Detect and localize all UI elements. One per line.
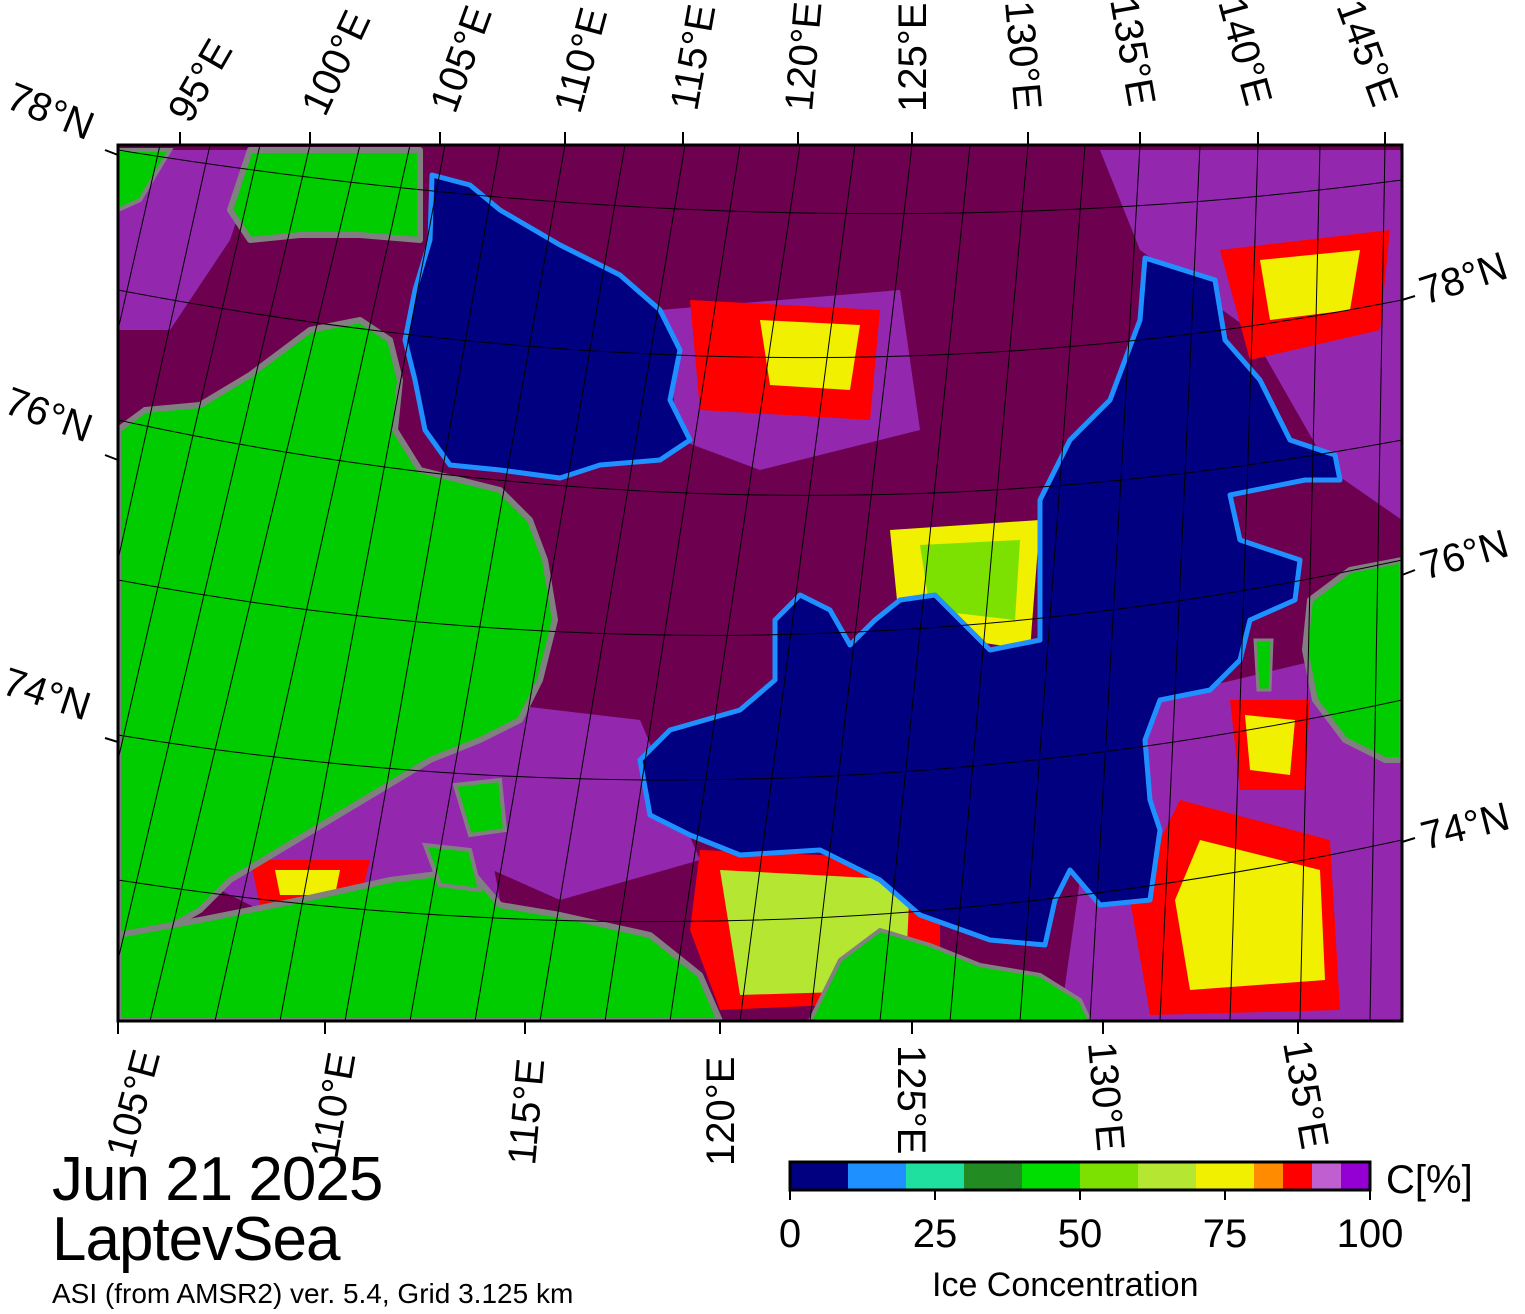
land-island-nw-small <box>118 148 174 213</box>
open-water-east <box>637 255 1343 948</box>
colorbar <box>790 1162 1370 1190</box>
land-taymyr <box>118 317 558 938</box>
left-lat-label: 74°N <box>0 660 96 729</box>
bottom-lon-label: 135°E <box>1274 1037 1336 1152</box>
right-lat-label: 78°N <box>1414 244 1513 313</box>
map-frame <box>116 143 1404 1023</box>
colorbar-bin <box>1080 1162 1138 1190</box>
top-lon-label: 95°E <box>160 32 242 129</box>
colorbar-bin <box>1022 1162 1080 1190</box>
colorbar-bin <box>1196 1162 1254 1190</box>
bottom-lon-label: 130°E <box>1079 1040 1132 1153</box>
land-mainland-south <box>118 867 723 1021</box>
colorbar-bin <box>1283 1162 1312 1190</box>
source-label: ASI (from AMSR2) ver. 5.4, Grid 3.125 km <box>52 1278 574 1309</box>
frame-ticks <box>104 132 1416 1034</box>
top-lon-label: 135°E <box>1101 0 1163 109</box>
land-new-siberian-islands <box>1302 557 1402 763</box>
left-lat-label: 78°N <box>1 75 100 149</box>
bottom-lon-label: 120°E <box>699 1057 743 1166</box>
bottom-lon-label: 125°E <box>889 1045 933 1154</box>
top-lon-label: 130°E <box>996 0 1049 112</box>
top-lon-label: 145°E <box>1328 0 1407 112</box>
colorbar-ticks <box>789 1190 1371 1200</box>
bottom-lon-label: 115°E <box>500 1057 553 1167</box>
colorbar-tick-label: 75 <box>1202 1212 1248 1256</box>
top-lon-label: 105°E <box>422 0 501 118</box>
colorbar-tick-label: 25 <box>912 1212 958 1256</box>
land-island-bay <box>452 777 508 838</box>
top-lon-label: 100°E <box>293 4 379 122</box>
meridians <box>118 145 1386 1021</box>
colorbar-bin <box>1341 1162 1370 1190</box>
top-lon-label: 110°E <box>546 3 616 117</box>
colorbar-tick-label: 50 <box>1057 1212 1103 1256</box>
colorbar-bin <box>964 1162 1022 1190</box>
colorbar-bin <box>1312 1162 1341 1190</box>
marginal-ice-zones <box>250 230 1390 1015</box>
colorbar-title: Ice Concentration <box>932 1266 1199 1304</box>
colorbar-bin <box>1138 1162 1196 1190</box>
top-lon-label: 115°E <box>663 1 725 113</box>
top-lon-labels: 95°E 100°E 105°E 110°E 115°E 120°E 125°E… <box>160 0 1407 130</box>
top-lon-label: 120°E <box>777 0 830 113</box>
left-lat-label: 76°N <box>0 379 98 451</box>
land-lena-delta <box>808 928 1092 1021</box>
graticule <box>118 149 1402 923</box>
colorbar-bin <box>1254 1162 1283 1190</box>
land-island-nw <box>227 147 423 243</box>
colorbar-unit: C[%] <box>1386 1158 1473 1202</box>
land-small-island-east <box>1253 638 1274 692</box>
top-lon-label: 125°E <box>891 3 935 112</box>
date-label: Jun 21 2025 <box>52 1145 383 1214</box>
region-label: LaptevSea <box>52 1205 340 1274</box>
colorbar-bin <box>848 1162 906 1190</box>
colorbar-bin <box>790 1162 848 1190</box>
right-lat-label: 74°N <box>1417 794 1514 858</box>
top-lon-label: 140°E <box>1209 0 1280 110</box>
colorbar-bin <box>906 1162 964 1190</box>
colorbar-tick-label: 0 <box>778 1212 802 1256</box>
map-area <box>118 145 1402 1021</box>
right-lat-label: 76°N <box>1415 522 1513 589</box>
colorbar-tick-label: 100 <box>1336 1212 1404 1256</box>
